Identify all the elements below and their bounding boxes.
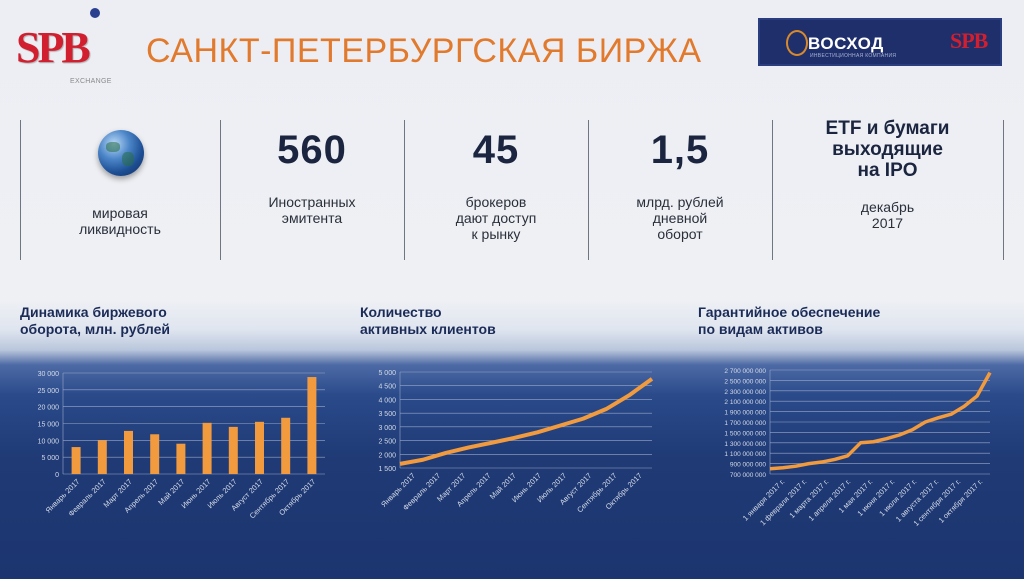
stat-label-line: декабрь <box>860 199 915 215</box>
logo-subtitle: EXCHANGE <box>70 78 112 85</box>
partner-spb-logo: SPB <box>950 28 988 53</box>
chart-title-line: Динамика биржевого <box>20 304 167 320</box>
stat-label-line: оборот <box>657 226 703 242</box>
divider <box>588 120 589 260</box>
stat-issuers: 560 Иностранных эмитента <box>220 118 404 226</box>
stat-etf-ipo: ETF и бумаги выходящие на IPO декабрь 20… <box>772 118 1003 231</box>
chart-title-collateral: Гарантийное обеспечение по видам активов <box>698 304 880 338</box>
bar <box>150 434 160 474</box>
stat-value: 1,5 <box>650 128 710 172</box>
stat-headline-line: выходящие <box>832 139 943 160</box>
logo-dot-icon <box>90 8 100 18</box>
y-tick-label: 25 000 <box>38 388 60 395</box>
y-tick-label: 1 300 000 000 <box>724 441 766 448</box>
y-tick-label: 1 700 000 000 <box>724 420 766 427</box>
stat-turnover: 1,5 млрд. рублей дневной оборот <box>588 118 772 242</box>
chart-title-clients: Количество активных клиентов <box>360 304 496 338</box>
stat-label-line: дневной <box>652 210 708 226</box>
y-tick-label: 5 000 <box>41 455 59 462</box>
stat-label-line: брокеров <box>465 194 527 210</box>
y-tick-label: 4 500 <box>378 384 396 391</box>
y-tick-label: 5 000 <box>378 370 396 377</box>
y-tick-label: 2 100 000 000 <box>724 399 766 406</box>
y-tick-label: 3 500 <box>378 411 396 418</box>
stat-label-line: 2017 <box>871 215 904 231</box>
y-tick-label: 3 000 <box>378 425 396 432</box>
chart-title-line: активных клиентов <box>360 321 496 337</box>
globe-icon <box>98 130 144 176</box>
y-tick-label: 15 000 <box>38 422 60 429</box>
stat-label-line: к рынку <box>471 226 521 242</box>
chart-title-line: Гарантийное обеспечение <box>698 304 881 320</box>
y-tick-label: 20 000 <box>38 405 60 412</box>
partner-name: ВОСХОД <box>808 34 884 53</box>
bar <box>71 447 81 474</box>
spb-logo: SPB EXCHANGE <box>14 8 124 88</box>
y-tick-label: 1 100 000 000 <box>724 451 766 458</box>
bar <box>281 417 291 474</box>
bar <box>202 422 212 474</box>
y-tick-label: 2 500 <box>378 439 396 446</box>
y-tick-label: 4 000 <box>378 397 396 404</box>
divider <box>1003 120 1004 260</box>
stat-value: 45 <box>472 128 520 172</box>
bar <box>97 440 107 474</box>
divider <box>404 120 405 260</box>
chart-title-turnover: Динамика биржевого оборота, млн. рублей <box>20 304 170 338</box>
divider <box>772 120 773 260</box>
page-title: САНКТ-ПЕТЕРБУРГСКАЯ БИРЖА <box>146 32 702 70</box>
y-tick-label: 1 500 <box>378 466 396 473</box>
y-tick-label: 1 900 000 000 <box>724 410 766 417</box>
stat-headline-line: на IPO <box>857 160 918 181</box>
stat-headline-line: ETF и бумаги <box>825 118 950 139</box>
stat-liquidity: мировая ликвидность <box>20 205 220 237</box>
stat-brokers: 45 брокеров дают доступ к рынку <box>404 118 588 242</box>
bar <box>255 421 264 474</box>
divider <box>220 120 221 260</box>
stat-label-line: мировая <box>92 205 148 221</box>
stat-label-line: эмитента <box>281 210 343 226</box>
chart-title-line: Количество <box>360 304 442 320</box>
bar <box>176 443 186 474</box>
stat-label-line: млрд. рублей <box>636 194 724 210</box>
bar <box>228 426 238 474</box>
logo-text: SPB <box>16 23 91 72</box>
stat-label-line: Иностранных <box>268 194 356 210</box>
y-tick-label: 2 500 000 000 <box>724 378 766 385</box>
partner-emblem-icon <box>786 30 808 56</box>
partner-logo: ВОСХОД ИНВЕСТИЦИОННАЯ КОМПАНИЯ SPB <box>758 18 1002 66</box>
y-tick-label: 10 000 <box>38 438 60 445</box>
stat-label-line: ликвидность <box>79 221 161 237</box>
y-tick-label: 700 000 000 <box>730 472 767 479</box>
bar <box>124 430 133 474</box>
partner-subtitle: ИНВЕСТИЦИОННАЯ КОМПАНИЯ <box>810 53 897 59</box>
y-tick-label: 2 000 <box>378 452 396 459</box>
stat-value: 560 <box>277 128 347 172</box>
y-tick-label: 1 500 000 000 <box>724 430 766 437</box>
y-tick-label: 0 <box>55 472 59 479</box>
y-tick-label: 30 000 <box>38 371 60 378</box>
chart-title-line: оборота, млн. рублей <box>20 321 170 337</box>
series-line <box>769 371 992 471</box>
y-tick-label: 2 700 000 000 <box>724 368 766 375</box>
y-tick-label: 2 300 000 000 <box>724 389 766 396</box>
stat-label-line: дают доступ <box>455 210 537 226</box>
divider <box>20 120 21 260</box>
chart-title-line: по видам активов <box>698 321 823 337</box>
y-tick-label: 900 000 000 <box>730 462 767 469</box>
series-line <box>399 377 654 466</box>
bar <box>307 377 317 474</box>
